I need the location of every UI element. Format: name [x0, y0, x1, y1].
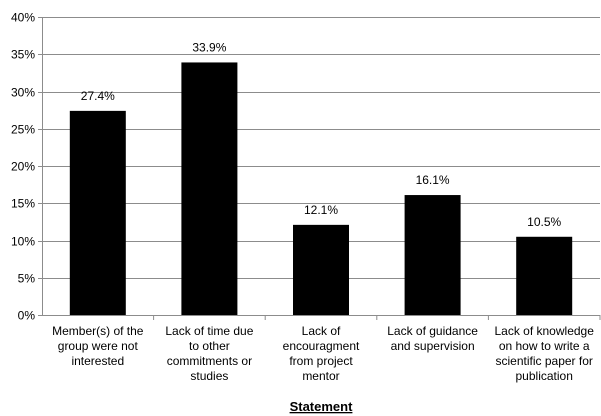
- x-tick-label: Lack of encouragment from project mentor: [283, 324, 360, 383]
- axes: [38, 17, 601, 320]
- x-tick-label-line: Member(s) of the: [52, 324, 144, 338]
- y-tick-label: 0%: [18, 309, 36, 323]
- data-label: 33.9%: [192, 40, 226, 54]
- bar: [181, 62, 238, 315]
- x-tick-label: Lack of time due to other commitments or st…: [165, 324, 253, 383]
- x-tick-label-line: Lack of guidance: [387, 324, 478, 338]
- category-labels: Member(s) of the group were not interested…: [52, 324, 594, 383]
- x-tick-label-line: publication: [516, 369, 573, 383]
- data-labels: 27.4% 33.9% 12.1% 16.1% 10.5%: [81, 40, 562, 228]
- y-tick-label: 10%: [11, 235, 35, 249]
- gridlines: [42, 17, 600, 279]
- x-tick-label: Lack of guidance and supervision: [387, 324, 478, 353]
- x-tick-label-line: Lack of knowledge: [494, 324, 594, 338]
- y-tick-label: 30%: [11, 86, 35, 100]
- x-tick-label-line: group were not: [58, 339, 139, 353]
- x-tick-label-line: on how to write a: [499, 339, 590, 353]
- bar: [404, 195, 461, 315]
- x-tick-label-line: encouragment: [283, 339, 360, 353]
- y-tick-label: 5%: [18, 272, 36, 286]
- data-label: 12.1%: [304, 203, 338, 217]
- x-tick-label-line: interested: [71, 354, 124, 368]
- data-label: 16.1%: [416, 173, 450, 187]
- x-tick-label-line: studies: [190, 369, 228, 383]
- x-tick-label-line: Lack of: [302, 324, 341, 338]
- y-tick-label: 25%: [11, 123, 35, 137]
- y-tick-label: 40%: [11, 11, 35, 25]
- bar: [293, 224, 349, 315]
- bar: [516, 236, 573, 315]
- x-tick-label-line: mentor: [302, 369, 339, 383]
- x-tick-label: Lack of knowledge on how to write a scient…: [494, 324, 594, 383]
- x-tick-label-line: scientific paper for: [496, 354, 593, 368]
- x-tick-label-line: commitments or: [167, 354, 252, 368]
- x-tick-label-line: and supervision: [391, 339, 475, 353]
- x-tick-label: Member(s) of the group were not interested: [52, 324, 144, 368]
- x-tick-label-line: Lack of time due: [165, 324, 253, 338]
- data-label: 10.5%: [527, 215, 561, 229]
- y-tick-label: 15%: [11, 197, 35, 211]
- data-label: 27.4%: [81, 89, 115, 103]
- y-tick-label: 20%: [11, 160, 35, 174]
- x-tick-label-line: to other: [189, 339, 230, 353]
- y-tick-labels: 0% 5% 10% 15% 20% 25% 30% 35% 40%: [11, 11, 35, 323]
- x-axis-title: Statement: [290, 399, 354, 414]
- bar: [69, 110, 126, 316]
- bars: [69, 62, 573, 316]
- x-tick-label-line: from project: [289, 354, 353, 368]
- y-tick-label: 35%: [11, 48, 35, 62]
